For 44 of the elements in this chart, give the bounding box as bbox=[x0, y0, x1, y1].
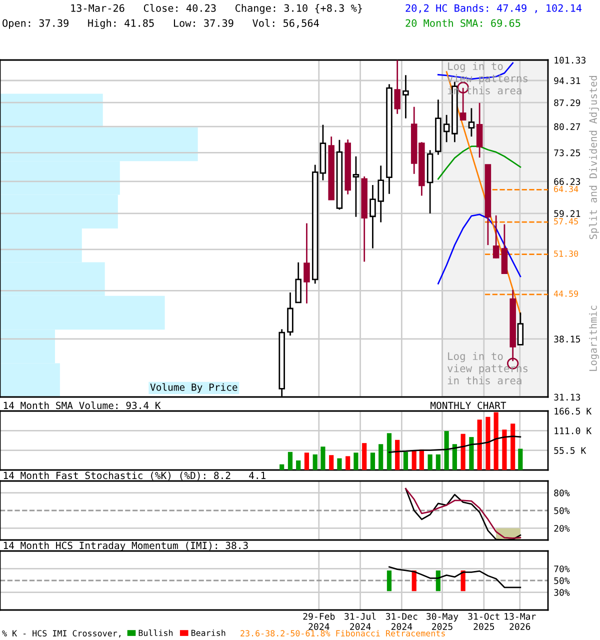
y-tick-label: 59.21 bbox=[554, 210, 580, 217]
y-tick-label: 31.13 bbox=[554, 394, 580, 401]
ref-line-label: 44.59 bbox=[554, 290, 578, 297]
y-tick-label: 111.0 K bbox=[554, 427, 592, 434]
text: Volume By Price bbox=[150, 383, 238, 393]
y-tick-label: 70% bbox=[554, 565, 570, 572]
y-tick-label: 101.33 bbox=[554, 56, 586, 64]
x-tick-label: 30-May 2025 bbox=[426, 612, 458, 630]
annotation: Log in to view patterns in this area bbox=[448, 352, 528, 384]
y-axis-title: Split and Dividend Adjusted bbox=[589, 76, 599, 240]
y-tick-label: 73.25 bbox=[554, 149, 580, 156]
ref-line-label: 57.45 bbox=[554, 218, 578, 224]
x-tick-label: 29-Feb 2024 bbox=[303, 612, 335, 630]
ref-line-label: 51.30 bbox=[554, 250, 578, 257]
legend-label: Bullish bbox=[138, 630, 173, 636]
x-tick-label: 31-Oct 2025 bbox=[468, 612, 500, 630]
y-tick-label: 80% bbox=[554, 490, 570, 496]
chart-subtitle: Open: 37.39 High: 41.85 Low: 37.39 Vol: 56,564 bbox=[2, 19, 319, 29]
chart-title: 14 Month HCS Intraday Momentum (IMI): 38.3 bbox=[4, 542, 248, 551]
ref-line-label: 64.34 bbox=[554, 186, 578, 192]
y-tick-label: 55.5 K bbox=[554, 447, 586, 454]
text: 20,2 HC Bands: 47.49 , 102.14 bbox=[406, 4, 582, 14]
y-tick-label: 166.5 K bbox=[554, 408, 592, 415]
text: 23.6-38.2-50-61.8% Fibonacci Retracements bbox=[240, 630, 445, 636]
chart-title: 14 Month SMA Volume: 93.4 K bbox=[4, 402, 161, 410]
chart-title: 14 Month Fast Stochastic (%K) (%D): 8.2 4.1 bbox=[4, 472, 266, 480]
y-tick-label: 30% bbox=[554, 589, 570, 596]
y-tick-label: 87.29 bbox=[554, 99, 580, 106]
legend-title: % K - HCS IMI Crossover, bbox=[2, 630, 120, 638]
y-tick-label: 50% bbox=[554, 507, 570, 514]
x-tick-label: 13-Mar 2026 bbox=[504, 612, 536, 630]
y-tick-label: 50% bbox=[554, 577, 570, 584]
legend-label: Bearish bbox=[191, 630, 226, 636]
chart-title: 13-Mar-26 Close: 40.23 Change: 3.10 {+8.3 %} bbox=[71, 4, 362, 14]
x-tick-label: 31-Dec 2024 bbox=[386, 612, 418, 630]
x-tick-label: 31-Jul 2024 bbox=[344, 612, 376, 630]
y-tick-label: 80.27 bbox=[554, 123, 580, 130]
text: MONTHLY CHART bbox=[430, 402, 506, 410]
text: 20 Month SMA: 69.65 bbox=[406, 19, 520, 27]
y-tick-label: 66.23 bbox=[554, 178, 580, 186]
text: Logarithmic bbox=[589, 306, 599, 371]
y-tick-label: 20% bbox=[554, 524, 570, 532]
y-tick-label: 94.31 bbox=[554, 77, 580, 84]
y-tick-label: 38.15 bbox=[554, 336, 580, 343]
